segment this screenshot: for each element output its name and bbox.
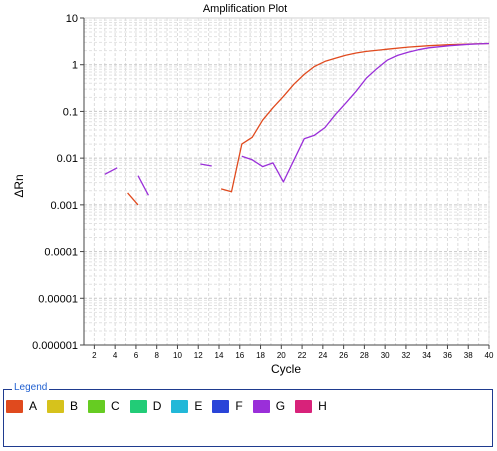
legend-label: D [152,399,162,413]
x-tick-label: 22 [298,351,307,360]
legend-swatch [47,399,65,413]
x-tick-label: 26 [339,351,348,360]
x-tick-label: 36 [443,351,452,360]
x-tick-label: 8 [154,351,159,360]
legend-item-a[interactable]: A [6,399,37,413]
series-line-a [220,42,490,193]
series-line-g [104,167,118,175]
x-tick-label: 30 [381,351,390,360]
series-line-g [241,42,490,183]
legend-swatch [171,399,189,413]
y-tick-label: 0.0001 [44,247,78,259]
x-tick-label: 18 [256,351,265,360]
legend-label: E [194,399,203,413]
x-tick-label: 20 [277,351,286,360]
series-line-a [127,192,139,206]
legend-item-c[interactable]: C [88,399,120,413]
legend-swatch [129,399,147,413]
y-tick-label: 0.00001 [38,293,78,305]
x-tick-label: 6 [134,351,139,360]
legend-title: Legend [12,382,50,393]
y-tick-label: 0.1 [63,106,78,118]
y-tick-label: 1 [72,60,78,72]
legend-label: F [235,399,243,413]
x-tick-label: 24 [318,351,327,360]
legend-item-e[interactable]: E [171,399,202,413]
x-tick-label: 16 [235,351,244,360]
x-tick-label: 28 [360,351,369,360]
legend-swatch [295,399,313,413]
legend-swatch [88,399,106,413]
legend-label: C [111,399,120,413]
y-tick-label: 0.01 [57,153,78,165]
y-axis-label: ΔRn [12,174,26,197]
legend-item-g[interactable]: G [252,399,286,413]
plot-area [83,17,490,346]
legend-swatch [252,399,270,413]
x-tick-label: 10 [173,351,182,360]
legend-items: A B C D E F G H [6,399,337,413]
x-tick-label: 2 [92,351,97,360]
legend-swatch [212,399,230,413]
y-tick-label: 0.000001 [32,340,78,352]
chart-title: Amplification Plot [203,3,287,15]
grid [83,18,490,346]
legend-label: B [70,399,79,413]
x-tick-label: 14 [215,351,224,360]
legend-label: G [275,399,286,413]
y-tick-label: 0.001 [50,200,78,212]
legend: Legend A B C D E F G H [3,382,493,447]
x-tick-label: 34 [422,351,431,360]
y-tick-label: 10 [66,13,78,25]
x-tick-label: 40 [485,351,494,360]
series-lines [104,42,490,206]
x-tick-label: 32 [401,351,410,360]
amplification-chart: Amplification Plot 2 4 6 8 10 12 14 16 18 20 22 24 2… [12,3,494,376]
axes: 2 4 6 8 10 12 14 16 18 20 22 24 26 28 30 32 34 36 38 400.00… [32,13,494,360]
legend-item-d[interactable]: D [129,399,162,413]
x-tick-label: 38 [464,351,473,360]
legend-label: H [318,399,327,413]
series-line-g [137,175,149,196]
series-line-g [200,163,212,167]
x-tick-label: 12 [194,351,203,360]
legend-item-h[interactable]: H [295,399,327,413]
x-tick-label: 4 [113,351,118,360]
legend-label: A [29,399,38,413]
legend-item-b[interactable]: B [47,399,78,413]
legend-swatch [6,399,23,413]
x-axis-label: Cycle [271,362,301,376]
legend-item-f[interactable]: F [212,399,243,413]
